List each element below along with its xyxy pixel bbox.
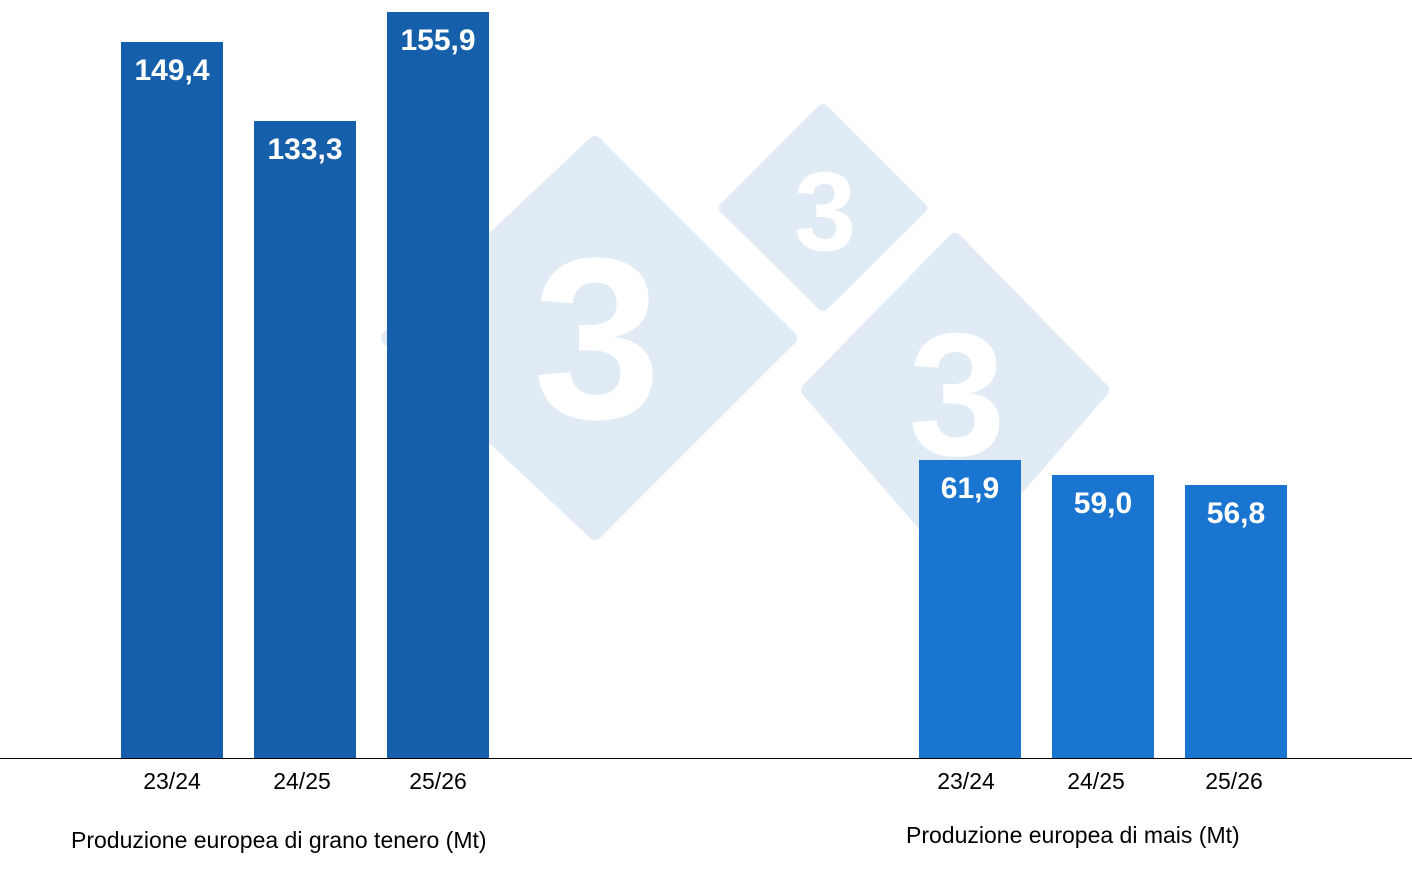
bar-wheat-2526: 155,9	[387, 12, 489, 758]
bar-wheat-2324: 149,4	[121, 42, 223, 758]
x-axis-line	[0, 758, 1412, 759]
wheat-group-label: Produzione europea di grano tenero (Mt)	[71, 827, 487, 853]
bar-value-label: 149,4	[134, 54, 210, 87]
bar-value-label: 61,9	[940, 472, 1000, 505]
svg-text:3: 3	[533, 210, 661, 467]
bar-value-label: 59,0	[1073, 487, 1133, 520]
x-tick-label: 23/24	[143, 768, 201, 794]
bar-wheat-2425: 133,3	[254, 121, 356, 758]
bar-corn-2526: 56,8	[1185, 485, 1287, 758]
bar-corn-2324: 61,9	[919, 460, 1021, 758]
bar-value-label: 56,8	[1206, 497, 1266, 530]
bar-value-label: 133,3	[267, 133, 343, 166]
bar-corn-2425: 59,0	[1052, 475, 1154, 758]
x-tick-label: 24/25	[1067, 768, 1125, 794]
x-tick-label: 25/26	[1205, 768, 1263, 794]
x-tick-label: 24/25	[273, 768, 331, 794]
corn-group-label: Produzione europea di mais (Mt)	[906, 822, 1240, 848]
x-tick-label: 23/24	[937, 768, 995, 794]
svg-text:3: 3	[794, 149, 856, 274]
bar-value-label: 155,9	[400, 24, 476, 57]
x-tick-label: 25/26	[409, 768, 467, 794]
